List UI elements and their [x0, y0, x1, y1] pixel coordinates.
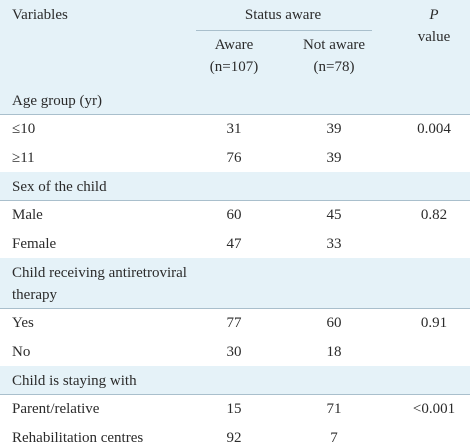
- row-rule: [0, 394, 470, 395]
- header-cell: Status aware: [244, 7, 322, 23]
- section-title: Sex of the child: [12, 179, 107, 195]
- section-band: [0, 258, 470, 308]
- header-cell: P: [429, 7, 439, 23]
- cell-not-aware: 39: [326, 121, 342, 137]
- row-label: No: [12, 344, 31, 360]
- header-cell: Aware: [214, 37, 254, 53]
- header-cell: value: [417, 29, 451, 45]
- row-label: ≤10: [12, 121, 36, 137]
- row-label: Yes: [12, 315, 34, 331]
- cell-aware: 47: [226, 236, 242, 252]
- section-title: Age group (yr): [12, 93, 102, 109]
- cell-p-value: 0.004: [417, 121, 451, 137]
- cell-aware: 92: [226, 430, 242, 446]
- cell-p-value: <0.001: [412, 401, 456, 417]
- section-band: [0, 172, 470, 200]
- cell-aware: 76: [226, 150, 242, 166]
- cell-aware: 77: [226, 315, 242, 331]
- row-label: Rehabilitation centres: [12, 430, 144, 446]
- cell-p-value: 0.91: [420, 315, 448, 331]
- header-band: [0, 0, 470, 86]
- row-label: Male: [12, 207, 43, 223]
- cell-not-aware: 33: [326, 236, 342, 252]
- section-band: [0, 86, 470, 114]
- row-rule: [0, 200, 470, 201]
- header-cell: Variables: [12, 7, 68, 23]
- cell-not-aware: 60: [326, 315, 342, 331]
- row-label: Parent/relative: [12, 401, 100, 417]
- section-band: [0, 366, 470, 394]
- section-title: Child receiving antiretroviral therapy: [12, 265, 187, 303]
- row-rule: [0, 114, 470, 115]
- row-label: Female: [12, 236, 57, 252]
- cell-aware: 60: [226, 207, 242, 223]
- cell-not-aware: 45: [326, 207, 342, 223]
- cell-not-aware: 7: [330, 430, 338, 446]
- header-underline: [196, 30, 372, 31]
- row-rule: [0, 308, 470, 309]
- section-title: Child is staying with: [12, 373, 137, 389]
- row-label: ≥11: [12, 150, 35, 166]
- header-cell: (n=78): [313, 59, 355, 75]
- cell-not-aware: 39: [326, 150, 342, 166]
- header-cell: (n=107): [209, 59, 259, 75]
- header-cell: Not aware: [302, 37, 366, 53]
- cell-not-aware: 71: [326, 401, 342, 417]
- cell-aware: 30: [226, 344, 242, 360]
- cell-p-value: 0.82: [420, 207, 448, 223]
- cell-aware: 31: [226, 121, 242, 137]
- cell-aware: 15: [226, 401, 242, 417]
- cell-not-aware: 18: [326, 344, 342, 360]
